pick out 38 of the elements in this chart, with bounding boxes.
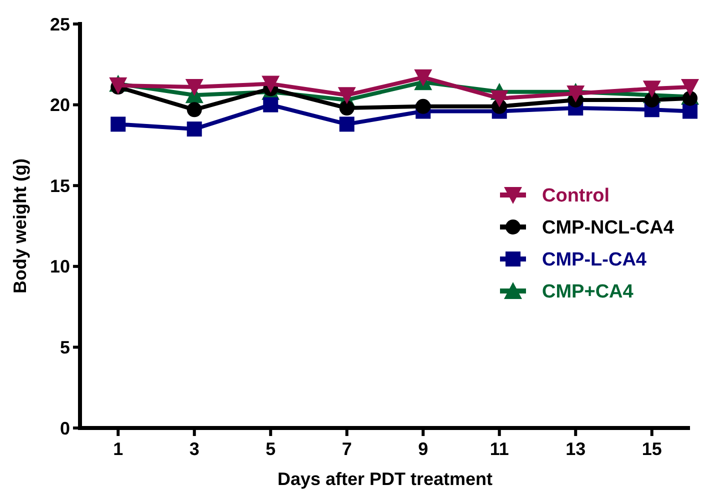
- point: [262, 76, 280, 93]
- point: [339, 116, 354, 132]
- y-tick-label: 15: [50, 176, 70, 196]
- point: [682, 90, 698, 106]
- point: [186, 122, 202, 137]
- x-tick-label: 3: [189, 439, 200, 459]
- legend-label: CMP-L-CA4: [542, 250, 647, 271]
- point: [186, 102, 202, 118]
- x-tick-label: 7: [342, 439, 352, 459]
- x-tick-label: 11: [490, 439, 509, 459]
- point: [110, 116, 126, 132]
- x-tick-label: 9: [418, 439, 428, 459]
- point: [644, 92, 660, 108]
- point: [185, 79, 204, 96]
- x-tick-label: 1: [113, 439, 124, 459]
- x-tick-label: 13: [566, 439, 586, 459]
- point: [414, 69, 432, 86]
- y-tick-label: 10: [50, 256, 70, 277]
- point: [338, 87, 356, 104]
- point: [416, 98, 431, 114]
- point: [642, 80, 661, 98]
- point: [263, 97, 278, 112]
- y-tick-label: 20: [50, 95, 70, 116]
- legend-label: Control: [542, 186, 610, 207]
- point: [339, 100, 354, 116]
- x-tick-label: 5: [266, 439, 276, 459]
- y-tick-label: 25: [50, 14, 70, 34]
- y-tick-label: 0: [60, 418, 70, 438]
- y-axis-title: Body weight (g): [10, 158, 30, 294]
- legend-label: CMP+CA4: [542, 282, 634, 303]
- x-tick-label: 15: [642, 439, 662, 459]
- legend-label: CMP-NCL-CA4: [542, 218, 674, 239]
- point: [490, 90, 508, 108]
- point: [566, 85, 585, 102]
- point: [681, 79, 699, 96]
- y-tick-label: 5: [60, 338, 70, 358]
- x-axis-title: Days after PDT treatment: [277, 469, 493, 489]
- point: [682, 104, 698, 119]
